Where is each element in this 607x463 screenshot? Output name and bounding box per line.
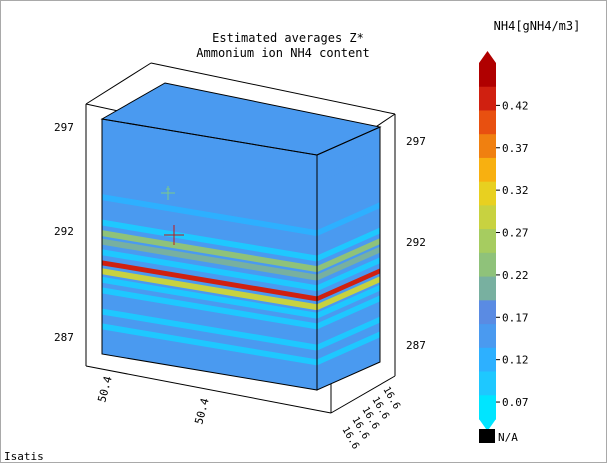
colorbar-tick-label: 0.17 [502,311,529,324]
stratum-side [317,284,380,319]
colorbar-tick-label: 0.22 [502,269,529,282]
stratum-side [317,331,380,366]
stratum-side [317,227,380,262]
colorbar-bottom-cap [479,419,496,431]
stratum-front [102,287,317,330]
colorbar-tick-label: 0.42 [502,99,529,112]
colorbar-band [479,276,496,301]
chart-title-line1: Estimated averages Z* [212,31,364,45]
colorbar-band [479,63,496,88]
stratum-front [102,230,317,273]
colorbar-tick-label: 0.27 [502,227,529,240]
colorbar-band [479,371,496,396]
colorbar [479,51,496,431]
stratum-front [102,249,317,292]
colorbar-band [479,229,496,254]
na-swatch [479,429,495,443]
colorbar-band [479,324,496,349]
x-tick-label: 50.4 [95,374,115,403]
stratum-side [317,238,380,273]
block-front-face [102,119,317,390]
stratum-front [102,323,317,366]
x-tick-label: 50.4 [192,396,212,425]
stratum-side [317,276,380,311]
z-tick-left: 292 [54,225,74,238]
stratum-side [317,268,380,302]
stratum-side [317,246,380,281]
sample-marker-green [161,186,175,200]
block-side-face [317,127,380,390]
block-edges [100,82,382,391]
colorbar-tick-label: 0.37 [502,142,529,155]
colorbar-band [479,205,496,230]
chart-title-line2: Ammonium ion NH4 content [196,46,369,60]
colorbar-ticks: 0.07 0.12 0.17 0.22 0.27 0.32 0.37 0.42 [496,99,529,409]
z-tick-left: 287 [54,331,74,344]
stratum-side [317,316,380,351]
colorbar-title: NH4[gNH4/m3] [494,19,581,33]
z-axis-right: 297 292 287 [406,135,426,352]
colorbar-top-cap [479,51,496,63]
stratum-front [102,219,317,262]
stratum-front [102,141,317,184]
app-footer-label: Isatis [4,450,44,463]
y-axis-ticks: 16.616.616.616.616.6 [339,385,402,451]
z-tick-right: 287 [406,339,426,352]
sample-marker-red [164,225,184,245]
colorbar-band [479,110,496,135]
colorbar-band [479,157,496,183]
stratum-side [317,295,380,330]
stratum-front [102,238,317,281]
colorbar-band [479,252,496,278]
colorbar-band [479,181,496,206]
z-tick-left: 297 [54,121,74,134]
colorbar-tick-label: 0.32 [502,184,529,197]
colorbar-band [479,300,496,325]
z-axis-left: 297 292 287 [54,121,74,344]
stratum-front [102,260,317,302]
z-tick-right: 297 [406,135,426,148]
x-axis-ticks: 50.4 50.4 [95,374,212,425]
colorbar-tick-label: 0.12 [502,354,529,367]
stratum-side [317,149,380,184]
z-tick-right: 292 [406,236,426,249]
colorbar-band [479,134,496,159]
stratum-side [317,202,380,237]
stratum-front [102,194,317,237]
colorbar-band [479,347,496,373]
na-label: N/A [498,431,518,444]
colorbar-tick-label: 0.07 [502,396,529,409]
stratum-front [102,308,317,351]
stratum-side [317,257,380,292]
stratum-front [102,268,317,311]
colorbar-band [479,395,496,420]
colorbar-band [479,86,496,112]
stratum-front [102,276,317,319]
